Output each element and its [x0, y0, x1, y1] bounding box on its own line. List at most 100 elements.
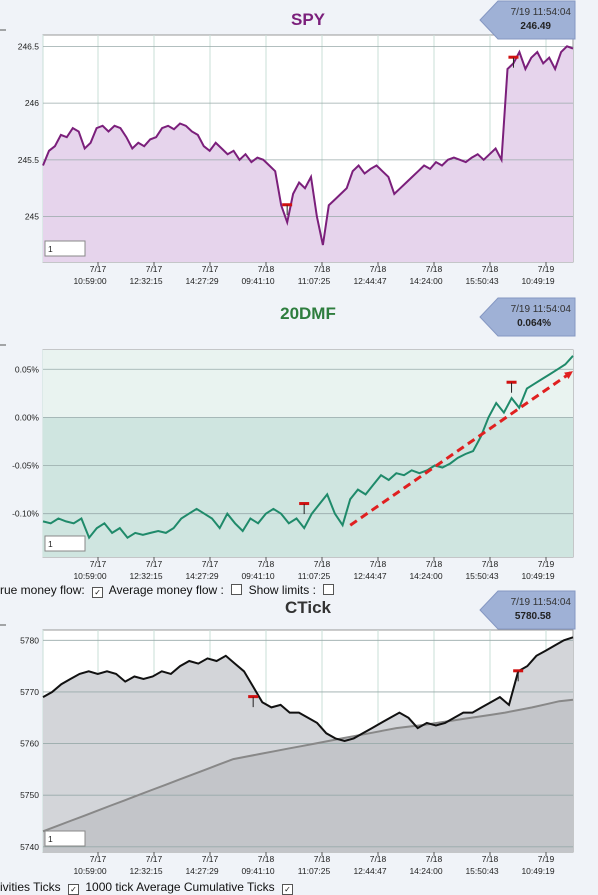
range-input [44, 240, 86, 257]
avg-ticks-area [43, 699, 573, 852]
y-tick-label: 5780 [20, 635, 39, 645]
x-tick-date: 7/18 [426, 264, 443, 274]
event-marker [299, 502, 310, 506]
true-money-flow-label: rue money flow: [0, 583, 85, 597]
average-money-flow-checkbox[interactable] [231, 584, 243, 595]
x-tick-date: 7/18 [482, 854, 499, 864]
x-tick-time: 14:27:29 [185, 571, 218, 581]
show-limits-label: Show limits : [248, 583, 316, 597]
range-input [44, 535, 86, 552]
true-money-flow-checkbox[interactable]: ✓ [92, 587, 104, 598]
x-tick-date: 7/18 [314, 854, 331, 864]
y-tick-label: 5750 [20, 790, 39, 800]
x-tick-time: 15:50:43 [465, 866, 498, 876]
x-tick-date: 7/18 [426, 559, 443, 569]
x-tick-time: 14:27:29 [185, 866, 218, 876]
x-tick-date: 7/18 [258, 854, 275, 864]
x-tick-time: 09:41:10 [241, 866, 274, 876]
ctick-options: ivities Ticks ✓ 1000 tick Average Cumula… [0, 880, 296, 895]
x-tick-time: 14:24:00 [409, 866, 442, 876]
avg-ticks-label: 1000 tick Average Cumulative Ticks [85, 880, 275, 894]
event-marker [506, 380, 517, 384]
x-tick-time: 12:32:15 [129, 276, 162, 286]
event-marker [508, 55, 519, 59]
y-tick-label: 5770 [20, 687, 39, 697]
chart-panel-ctick: 5740 5750 5760 5770 5780 1 CTick 7/19 11:54:04 5… [0, 590, 576, 876]
chart-panel-spy: 245 245.5 246 246.5 1 SPY 7/19 11:54:04 246.49 7… [0, 0, 576, 286]
avg-ticks-checkbox[interactable]: ✓ [281, 884, 293, 895]
x-tick-date: 7/17 [90, 264, 107, 274]
y-tick-label: 5760 [20, 739, 39, 749]
badge-time: 7/19 11:54:04 [511, 597, 572, 608]
badge-time: 7/19 11:54:04 [511, 304, 572, 315]
x-tick-time: 10:49:19 [521, 571, 554, 581]
series-line [42, 355, 574, 540]
y-tick-label: 246.5 [18, 41, 40, 51]
x-tick-date: 7/17 [202, 854, 219, 864]
chart-title: CTick [285, 598, 332, 617]
x-tick-date: 7/18 [258, 264, 275, 274]
x-tick-time: 12:44:47 [353, 866, 386, 876]
x-tick-time: 12:32:15 [129, 571, 162, 581]
range-input [44, 830, 86, 847]
average-money-flow-label: Average money flow : [108, 583, 224, 597]
spy-area [43, 46, 573, 262]
y-tick-label: 0.05% [15, 364, 40, 374]
value-badge [479, 0, 576, 40]
x-tick-date: 7/18 [426, 854, 443, 864]
x-tick-time: 14:27:29 [185, 276, 218, 286]
y-tick-label: 245.5 [18, 155, 40, 165]
ticks-label: ivities Ticks [0, 880, 61, 894]
x-tick-date: 7/18 [314, 559, 331, 569]
range-input-value: 1 [48, 834, 53, 844]
range-input-value: 1 [48, 539, 53, 549]
x-tick-date: 7/19 [538, 854, 555, 864]
show-limits-checkbox[interactable] [323, 584, 335, 595]
avg-ticks-line [42, 698, 574, 833]
event-marker [248, 695, 259, 699]
ticks-line [42, 636, 574, 743]
y-tick-label: 245 [25, 212, 39, 222]
x-tick-date: 7/19 [538, 559, 555, 569]
chart-title: 20DMF [280, 304, 336, 323]
x-tick-date: 7/17 [90, 559, 107, 569]
value-badge [479, 297, 576, 337]
y-tick-label: 246 [25, 98, 39, 108]
badge-value: 5780.58 [515, 611, 552, 622]
x-tick-date: 7/18 [258, 559, 275, 569]
x-tick-date: 7/17 [90, 854, 107, 864]
x-tick-time: 10:59:00 [73, 276, 106, 286]
value-badge [479, 590, 576, 630]
x-tick-date: 7/18 [314, 264, 331, 274]
x-tick-time: 12:32:15 [129, 866, 162, 876]
event-marker [513, 669, 524, 673]
y-tick-label: 5740 [20, 842, 39, 852]
x-tick-date: 7/17 [146, 264, 163, 274]
x-tick-time: 11:07:25 [298, 276, 331, 286]
series-line [42, 45, 574, 246]
x-tick-date: 7/18 [482, 559, 499, 569]
chart-panel-20dmf: -0.10% -0.05% 0.00% 0.05% 1 20DMF 7/19 11:54:0… [0, 297, 576, 581]
badge-value: 246.49 [520, 21, 551, 32]
x-tick-date: 7/17 [202, 264, 219, 274]
ticks-checkbox[interactable]: ✓ [68, 884, 80, 895]
x-tick-time: 10:59:00 [73, 571, 106, 581]
zero-band [43, 417, 573, 557]
x-tick-date: 7/18 [370, 264, 387, 274]
x-tick-time: 11:07:25 [298, 571, 331, 581]
money-flow-options: rue money flow: ✓ Average money flow : S… [0, 583, 337, 598]
x-tick-time: 10:59:00 [73, 866, 106, 876]
chart-title: SPY [291, 10, 326, 29]
range-input-value: 1 [48, 244, 53, 254]
x-tick-time: 09:41:10 [241, 276, 274, 286]
y-tick-label: -0.10% [12, 509, 39, 519]
x-tick-time: 10:49:19 [521, 276, 554, 286]
x-tick-time: 12:44:47 [353, 571, 386, 581]
x-tick-time: 14:24:00 [409, 571, 442, 581]
x-tick-date: 7/17 [146, 854, 163, 864]
x-tick-time: 15:50:43 [465, 571, 498, 581]
x-tick-date: 7/18 [482, 264, 499, 274]
x-tick-date: 7/18 [370, 854, 387, 864]
trend-arrow-head [564, 371, 573, 379]
